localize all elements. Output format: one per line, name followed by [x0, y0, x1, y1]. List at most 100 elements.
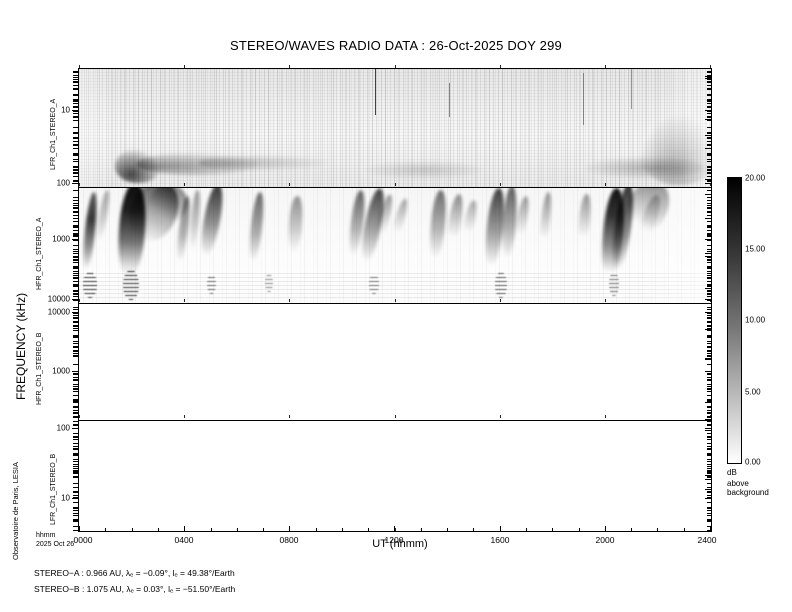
- ytick-minor: [73, 294, 78, 296]
- ytick-minor-right: [707, 376, 712, 378]
- ytick-minor: [73, 81, 78, 82]
- ytick-minor: [73, 467, 78, 469]
- panel-hfr-stereo-b[interactable]: [79, 304, 711, 420]
- panel-edge-tick: [604, 65, 606, 68]
- ytick-minor: [73, 205, 78, 206]
- ytick-minor: [73, 476, 78, 478]
- panel-lfr-stereo-b[interactable]: [79, 421, 711, 531]
- ytick-major-right: [705, 299, 712, 300]
- ytick-minor-right: [707, 158, 712, 160]
- ytick-minor-right: [707, 349, 712, 351]
- ytick-minor: [73, 105, 78, 107]
- ytick-minor: [73, 126, 78, 128]
- ytick-minor-right: [707, 196, 712, 198]
- ytick-minor-right: [707, 471, 712, 473]
- panel-edge-tick: [604, 299, 606, 302]
- panel-edge-tick: [394, 183, 396, 186]
- ytick-major-right: [705, 135, 712, 136]
- ytick-minor: [73, 347, 78, 349]
- ytick-minor: [73, 296, 78, 298]
- ytick-minor-right: [707, 417, 712, 419]
- ytick-minor: [73, 373, 78, 374]
- ytick-minor-right: [707, 330, 712, 332]
- panel-hfr-stereo-a[interactable]: [79, 188, 711, 303]
- ytick-minor-right: [707, 211, 712, 213]
- ytick-minor: [73, 482, 78, 484]
- ytick-minor: [73, 169, 78, 171]
- ytick-minor: [73, 519, 78, 521]
- ytick-minor-right: [707, 277, 712, 279]
- ytick-minor: [73, 190, 78, 192]
- panel-separator-2: [79, 303, 711, 304]
- panel-edge-tick: [604, 415, 606, 418]
- ytick-minor-right: [707, 236, 712, 238]
- xtick-minor: [105, 528, 107, 532]
- ytick-minor-right: [707, 432, 712, 434]
- xtick-label-0000: 0000: [73, 535, 93, 545]
- spectrogram-plot[interactable]: [78, 68, 712, 532]
- ytick-minor: [73, 391, 78, 393]
- ytick-minor-right: [707, 491, 712, 493]
- panel-edge-tick: [79, 528, 80, 531]
- xtick-minor: [420, 528, 422, 532]
- ytick-minor: [73, 176, 78, 178]
- ytick-minor: [73, 520, 78, 522]
- ytick-minor-right: [707, 126, 712, 128]
- ytick-minor-right: [707, 289, 712, 291]
- ytick-minor: [73, 113, 78, 115]
- panel-edge-tick: [394, 299, 396, 302]
- ytick-minor: [73, 235, 78, 237]
- panel-edge-tick: [289, 415, 291, 418]
- ytick-minor-right: [707, 424, 712, 426]
- ytick-minor: [73, 487, 78, 489]
- ytick-minor: [73, 413, 78, 415]
- ytick-minor-right: [707, 327, 712, 329]
- ytick-minor-right: [707, 99, 712, 101]
- ytick-minor: [73, 317, 78, 319]
- ytick-minor-right: [707, 509, 712, 511]
- ytick-minor: [73, 141, 78, 143]
- panel-edge-tick: [499, 183, 501, 186]
- ytick-minor-right: [707, 491, 712, 493]
- ytick-minor-right: [707, 482, 712, 484]
- xtick-minor: [131, 528, 133, 532]
- ytick-minor-right: [707, 398, 712, 400]
- ytick-major: [72, 428, 79, 429]
- ytick-minor-right: [707, 385, 712, 387]
- panel-edge-tick: [289, 183, 291, 186]
- panel-lfr-stereo-a[interactable]: [79, 69, 711, 187]
- ytick-minor-right: [707, 190, 712, 192]
- panel-edge-tick: [710, 528, 711, 531]
- ytick-minor-right: [707, 412, 712, 414]
- ytick-minor-right: [707, 278, 712, 279]
- ytick-minor: [73, 217, 78, 219]
- ytick-minor: [73, 233, 78, 235]
- ytick-minor-right: [707, 137, 712, 139]
- ytick-minor: [73, 102, 78, 104]
- ytick-minor: [73, 171, 78, 173]
- ytick-minor: [73, 152, 78, 154]
- ytick-minor-right: [707, 165, 712, 167]
- ytick-minor: [73, 473, 78, 475]
- xtick-minor: [210, 528, 212, 532]
- spectrogram-image-lfr-b: [79, 421, 711, 531]
- ytick-minor-right: [707, 248, 712, 250]
- ytick-minor-right: [707, 380, 712, 382]
- ytick-minor-right: [707, 169, 712, 171]
- ytick-minor-right: [707, 447, 712, 449]
- ytick-minor: [73, 137, 78, 139]
- ytick-minor: [73, 530, 78, 532]
- ytick-minor-right: [707, 321, 712, 323]
- ytick-minor: [73, 327, 78, 329]
- ytick-minor-right: [707, 214, 712, 216]
- ytick-minor: [73, 224, 78, 226]
- ytick-minor-right: [707, 255, 712, 257]
- ytick-minor: [73, 509, 78, 511]
- ytick-minor: [73, 220, 78, 222]
- colorbar-caption: above background: [727, 479, 769, 497]
- panel-edge-tick: [710, 183, 711, 186]
- ytick-minor-right: [707, 321, 712, 323]
- ytick-major-right: [705, 76, 712, 77]
- panel-separator-3: [79, 420, 711, 421]
- ytick-minor: [73, 470, 78, 472]
